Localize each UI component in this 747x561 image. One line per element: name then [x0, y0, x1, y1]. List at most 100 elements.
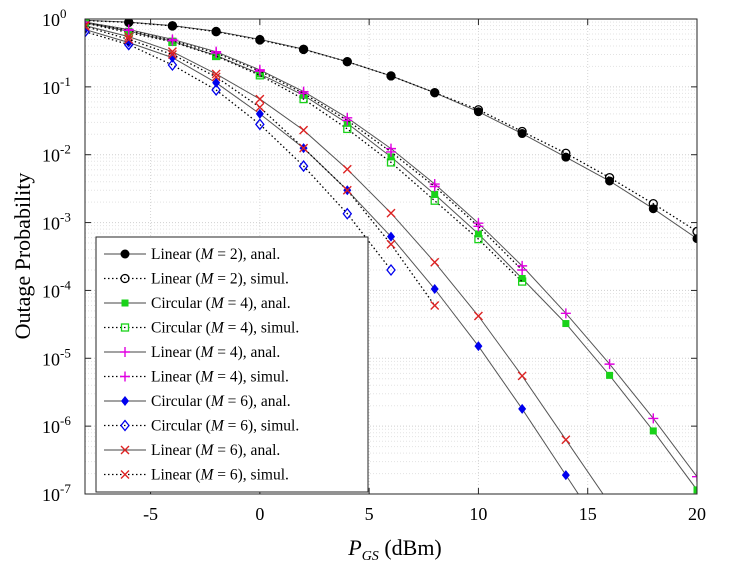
- series-9: [85, 21, 604, 494]
- data-point-plus: [692, 471, 697, 482]
- data-point-plus: [429, 181, 440, 192]
- data-point-x: [430, 300, 440, 310]
- data-point-x: [255, 102, 265, 112]
- data-point-filled-diamond: [387, 231, 395, 242]
- data-point-x: [473, 311, 483, 321]
- data-point-x: [167, 49, 177, 59]
- data-point-filled-square: [649, 427, 657, 435]
- data-point-x: [211, 69, 221, 79]
- data-point-filled-circle: [120, 249, 130, 259]
- data-point-filled-square: [693, 486, 697, 494]
- legend-entry: Circular (M = 6), simul.: [104, 418, 299, 435]
- series-6: [85, 19, 528, 276]
- legend-entry: Linear (M = 4), anal.: [104, 344, 280, 361]
- series-10: [85, 21, 440, 310]
- data-point-filled-square: [121, 299, 129, 307]
- data-point-plus: [211, 48, 222, 59]
- data-point-open-circle: [298, 44, 309, 55]
- data-point-open-diamond: [298, 160, 309, 173]
- legend-entry: Linear (M = 4), simul.: [104, 369, 289, 386]
- legend-label: Linear (M = 4), anal.: [151, 344, 280, 361]
- x-tick-label: 0: [255, 504, 264, 524]
- data-point-open-circle: [167, 21, 178, 31]
- legend-entry: Circular (M = 6), anal.: [104, 393, 291, 410]
- data-point-x: [120, 445, 130, 455]
- data-point-open-circle: [255, 35, 265, 45]
- legend-label: Linear (M = 6), simul.: [151, 467, 289, 484]
- data-point-x: [561, 435, 571, 445]
- data-point-plus: [604, 359, 615, 370]
- x-tick-label: -5: [143, 504, 158, 524]
- legend-label: Linear (M = 2), anal.: [151, 246, 280, 263]
- data-point-x: [299, 125, 309, 135]
- data-point-plus: [560, 308, 571, 319]
- data-point-x: [255, 94, 265, 104]
- data-point-x: [299, 143, 309, 153]
- data-point-plus: [517, 265, 528, 276]
- data-point-plus: [120, 347, 130, 357]
- data-point-x: [517, 371, 527, 381]
- data-point-open-circle: [561, 148, 571, 158]
- data-point-x: [124, 34, 134, 44]
- data-point-plus: [342, 115, 353, 126]
- series-line: [85, 19, 697, 240]
- data-point-open-circle: [604, 172, 615, 183]
- legend-label: Linear (M = 6), anal.: [151, 442, 280, 459]
- data-point-filled-square: [474, 230, 482, 238]
- legend-label: Linear (M = 4), simul.: [151, 369, 289, 386]
- data-point-filled-diamond: [518, 403, 527, 414]
- data-point-open-diamond: [211, 83, 221, 97]
- data-point-x: [430, 257, 440, 267]
- data-point-open-diamond: [255, 118, 265, 131]
- data-point-open-diamond: [342, 207, 353, 220]
- data-point-filled-square: [562, 320, 570, 328]
- data-point-open-circle: [473, 105, 484, 115]
- legend: Linear (M = 2), anal. Linear (M = 2), sim…: [95, 236, 369, 493]
- legend-entry: Circular (M = 4), anal.: [104, 295, 291, 312]
- data-point-x: [386, 208, 396, 218]
- data-point-filled-diamond: [561, 470, 570, 481]
- data-point-open-diamond: [167, 58, 178, 72]
- data-point-plus: [298, 88, 309, 99]
- legend-entry: Linear (M = 6), anal.: [104, 442, 280, 459]
- data-point-open-square: [430, 196, 439, 205]
- data-point-filled-square: [606, 371, 614, 379]
- data-point-open-circle: [692, 226, 697, 237]
- data-point-open-circle: [120, 273, 130, 284]
- data-point-x: [124, 32, 134, 42]
- x-tick-label: 15: [579, 504, 597, 524]
- data-point-x: [342, 164, 352, 174]
- legend-entry: Circular (M = 4), simul.: [104, 320, 299, 337]
- legend-label: Circular (M = 4), anal.: [151, 295, 291, 312]
- series-line: [85, 22, 523, 283]
- data-point-open-circle: [211, 27, 221, 37]
- y-tick-label: 10-4: [42, 277, 71, 301]
- data-point-open-diamond: [120, 419, 130, 432]
- plot-border: [84, 18, 698, 495]
- data-point-open-circle: [430, 88, 440, 98]
- data-point-x: [386, 239, 396, 249]
- data-point-x: [85, 21, 90, 31]
- data-point-filled-diamond: [212, 77, 221, 88]
- data-point-open-square: [120, 323, 130, 332]
- y-tick-label: 100: [42, 6, 67, 30]
- y-tick-label: 10-7: [42, 481, 71, 505]
- x-tick-label: 5: [365, 504, 374, 524]
- data-point-plus: [120, 371, 130, 382]
- data-point-open-circle: [648, 199, 658, 209]
- data-point-open-square: [474, 234, 483, 244]
- data-point-plus: [386, 146, 396, 157]
- legend-label: Circular (M = 6), anal.: [151, 393, 291, 410]
- data-point-filled-circle: [692, 234, 697, 244]
- data-point-open-diamond: [85, 25, 90, 38]
- data-point-x: [211, 72, 221, 82]
- series-line: [85, 25, 436, 306]
- data-point-plus: [473, 221, 484, 232]
- y-tick-label: 10-6: [42, 413, 71, 437]
- series-group: [85, 19, 697, 494]
- y-tick-label: 10-5: [42, 345, 71, 369]
- y-tick-label: 10-3: [42, 210, 71, 234]
- legend-entry: Linear (M = 6), simul.: [104, 467, 289, 484]
- data-point-open-diamond: [386, 263, 396, 277]
